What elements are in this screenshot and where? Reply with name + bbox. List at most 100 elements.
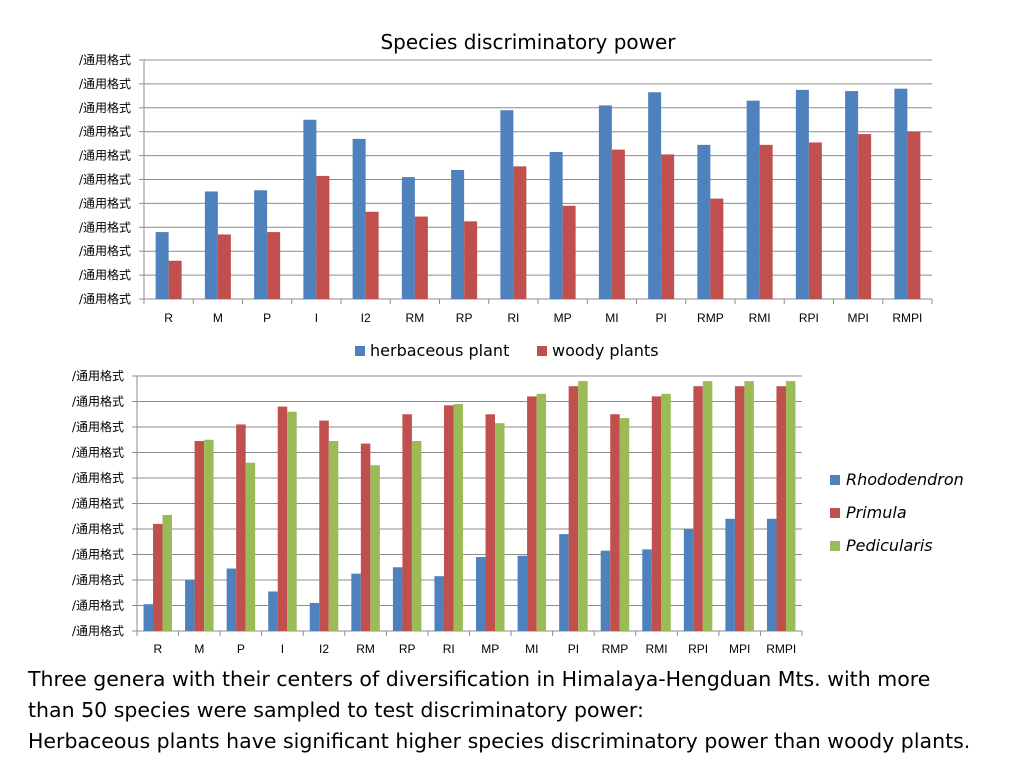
bar-woody-plants-r: [168, 260, 182, 299]
y-tick-label: /通用格式: [72, 394, 124, 409]
caption-line-3: Herbaceous plants have significant highe…: [28, 729, 971, 753]
bar-rhododendron-ri: [434, 576, 444, 631]
y-tick-label: /通用格式: [79, 76, 131, 91]
legend-swatch-rhododendron: [830, 475, 840, 485]
bar-woody-plants-rp: [464, 221, 478, 299]
y-tick-label: /通用格式: [72, 547, 124, 562]
legend-1: herbaceous plant woody plants: [355, 341, 659, 360]
x-tick-label: RP: [399, 642, 416, 656]
bar-herbaceous-plant-i2: [352, 138, 366, 299]
bar-woody-plants-i2: [365, 211, 379, 299]
bar-primula-rmpi: [776, 386, 786, 631]
bar-pedicularis-rp: [411, 441, 422, 631]
bar-woody-plants-m: [217, 234, 231, 299]
bar-herbaceous-plant-m: [204, 191, 218, 299]
x-tick-label: RP: [456, 311, 473, 325]
bar-rhododendron-m: [185, 580, 195, 631]
bar-herbaceous-plant-p: [254, 190, 268, 299]
bar-woody-plants-pi: [661, 154, 675, 299]
bar-primula-ri: [443, 405, 454, 631]
y-tick-label: /通用格式: [79, 243, 131, 258]
legend-swatch-herbaceous-plant: [355, 346, 365, 356]
legend-label-woody-plants: woody plants: [552, 341, 659, 360]
bar-woody-plants-p: [267, 232, 281, 299]
bar-primula-p: [236, 424, 246, 631]
x-tick-label: RMI: [749, 311, 771, 325]
x-tick-label: RMP: [697, 311, 724, 325]
bar-primula-m: [194, 441, 205, 631]
x-tick-label: MI: [525, 642, 538, 656]
bar-rhododendron-i: [268, 591, 278, 631]
y-tick-label: /通用格式: [79, 291, 131, 306]
bar-primula-mpi: [734, 386, 745, 631]
bar-primula-i2: [319, 420, 329, 631]
bar-primula-rp: [402, 414, 412, 631]
bar-herbaceous-plant-rmp: [697, 144, 711, 299]
bar-rhododendron-mpi: [725, 518, 735, 631]
bar-herbaceous-plant-rpi: [795, 89, 809, 299]
y-tick-label: /通用格式: [79, 124, 131, 139]
y-tick-label: /通用格式: [79, 148, 131, 163]
bar-herbaceous-plant-mi: [598, 105, 612, 299]
bar-herbaceous-plant-mp: [549, 152, 563, 299]
bar-herbaceous-plant-ri: [500, 110, 514, 299]
bar-rhododendron-p: [226, 568, 237, 631]
legend-swatch-pedicularis: [830, 541, 840, 551]
y-tick-label: /通用格式: [72, 623, 124, 638]
bar-herbaceous-plant-rm: [401, 177, 415, 299]
caption: Three genera with their centers of diver…: [28, 664, 1008, 757]
y-tick-label: /通用格式: [72, 470, 124, 485]
x-tick-label: P: [263, 311, 271, 325]
bar-herbaceous-plant-rmi: [746, 100, 760, 299]
bar-pedicularis-pi: [578, 381, 588, 631]
x-tick-label: RMPI: [892, 311, 922, 325]
y-tick-label: /通用格式: [72, 496, 124, 511]
bar-primula-i: [277, 406, 288, 631]
bar-woody-plants-rpi: [808, 142, 822, 299]
x-tick-label: RI: [443, 642, 455, 656]
bar-rhododendron-i2: [309, 602, 320, 631]
x-tick-label: RMP: [602, 642, 629, 656]
chart-2: /通用格式/通用格式/通用格式/通用格式/通用格式/通用格式/通用格式/通用格式…: [72, 368, 964, 656]
caption-line-1: Three genera with their centers of diver…: [28, 667, 931, 691]
x-tick-label: MPI: [729, 642, 750, 656]
x-tick-label: RPI: [688, 642, 708, 656]
bar-pedicularis-mpi: [744, 381, 754, 631]
x-tick-label: I2: [319, 642, 329, 656]
bar-rhododendron-pi: [559, 534, 569, 631]
x-tick-label: RMI: [646, 642, 668, 656]
bar-rhododendron-rp: [392, 567, 403, 631]
y-tick-label: /通用格式: [72, 598, 124, 613]
bar-woody-plants-rmi: [759, 144, 773, 299]
y-tick-label: /通用格式: [72, 521, 124, 536]
y-tick-label: /通用格式: [72, 572, 124, 587]
bar-pedicularis-rpi: [702, 381, 713, 631]
x-tick-label: M: [194, 642, 204, 656]
bar-rhododendron-mp: [476, 557, 486, 631]
bar-rhododendron-rmpi: [766, 518, 777, 631]
bar-primula-rm: [360, 443, 371, 631]
bar-herbaceous-plant-i: [303, 119, 317, 299]
x-tick-label: R: [153, 642, 162, 656]
bar-woody-plants-rmpi: [907, 131, 921, 299]
bar-woody-plants-rm: [414, 216, 428, 299]
x-tick-label: R: [164, 311, 173, 325]
x-tick-label: I: [315, 311, 318, 325]
bar-herbaceous-plant-pi: [648, 92, 662, 299]
x-tick-label: MI: [605, 311, 618, 325]
y-tick-label: /通用格式: [79, 52, 131, 67]
x-tick-label: MP: [554, 311, 572, 325]
bar-pedicularis-i2: [328, 441, 339, 631]
bar-primula-mi: [527, 396, 537, 631]
bar-rhododendron-rmi: [642, 549, 652, 631]
bar-pedicularis-r: [162, 514, 173, 631]
bar-rhododendron-rpi: [683, 529, 694, 631]
x-tick-label: RM: [406, 311, 425, 325]
legend-label-herbaceous-plant: herbaceous plant: [370, 341, 509, 360]
x-tick-label: RM: [356, 642, 375, 656]
bar-primula-mp: [485, 414, 496, 631]
bar-primula-rmp: [610, 414, 620, 631]
x-tick-label: RPI: [799, 311, 819, 325]
x-tick-label: MPI: [847, 311, 868, 325]
x-tick-label: RMPI: [766, 642, 796, 656]
